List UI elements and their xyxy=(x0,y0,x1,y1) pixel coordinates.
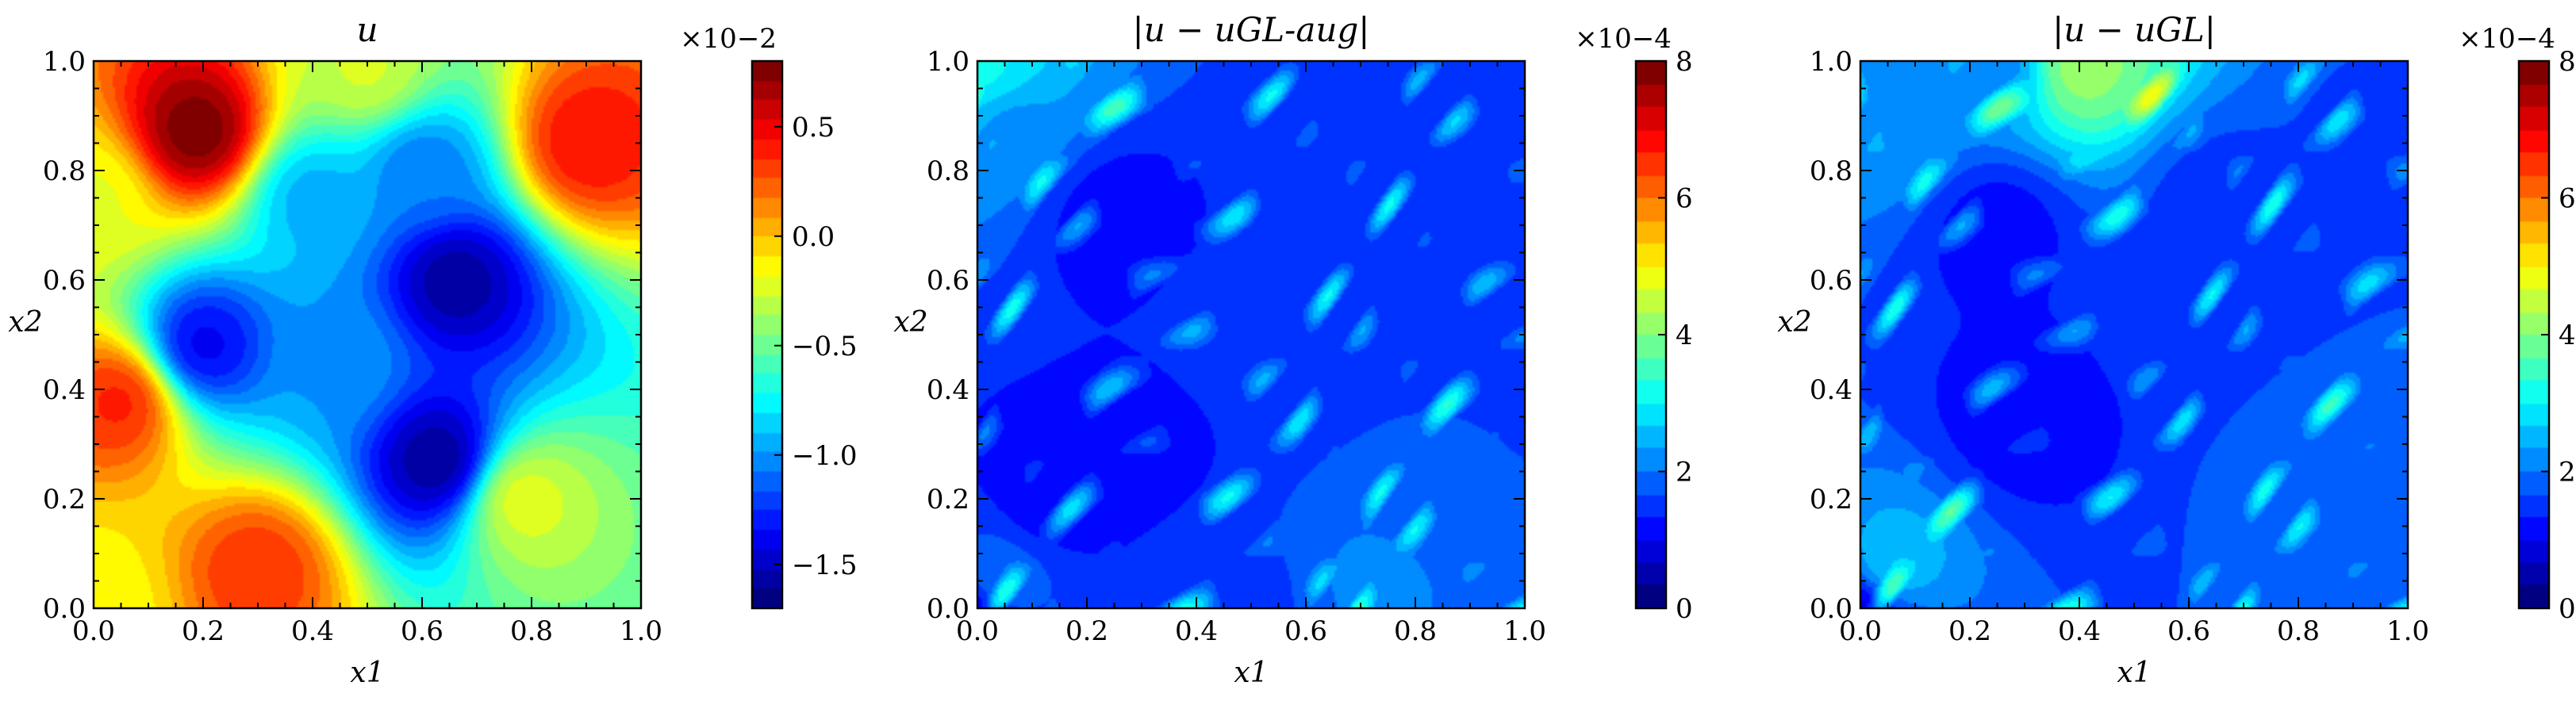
panel-u-colorbar-tick-label: 0.0 xyxy=(792,221,835,253)
panel-u-ytick-label: 1.0 xyxy=(43,46,86,78)
panel-error-gl-aug-colorbar-tick-label: 6 xyxy=(1676,183,1693,215)
panel-error-gl-colorbar-tick-label: 6 xyxy=(2559,183,2576,215)
panel-error-gl-aug-xtick-label: 1.0 xyxy=(1503,615,1546,647)
panel-error-gl-aug-ylabel: x2 xyxy=(893,306,927,339)
panel-u-ytick-label: 0.8 xyxy=(43,155,86,187)
panel-u-heatmap xyxy=(94,61,641,608)
panel-error-gl-xtick-label: 0.4 xyxy=(2058,615,2101,647)
panel-error-gl-aug-xtick-label: 0.0 xyxy=(956,615,999,647)
panel-error-gl-aug-xtick-label: 0.8 xyxy=(1394,615,1437,647)
panel-error-gl-aug-xlabel: x1 xyxy=(1234,657,1268,689)
panel-error-gl-ticks: 0.0 0.2 0.4 0.6 0.8 1.0 0.0 0.2 0.4 0.6 0.8 1.0 xyxy=(1810,46,2429,647)
panel-error-gl-xtick-label: 1.0 xyxy=(2386,615,2429,647)
panel-error-gl-colorbar-tick-label: 8 xyxy=(2559,46,2576,78)
panel-error-gl-aug-ytick-label: 1.0 xyxy=(927,46,969,78)
panel-error-gl-xlabel: x1 xyxy=(2117,657,2151,689)
panel-u-ytick-label: 0.6 xyxy=(43,265,86,297)
panel-error-gl-colorbar-ticks: 0 2 4 6 8 xyxy=(2541,46,2576,625)
panel-error-gl-aug-colorbar-tick-label: 4 xyxy=(1676,320,1693,351)
panel-u-xtick-label: 0.4 xyxy=(291,615,334,647)
panel-u-xtick-label: 1.0 xyxy=(620,615,662,647)
panel-error-gl-title: |u − uGL| xyxy=(2052,10,2216,49)
panel-u-colorbar xyxy=(752,61,782,608)
panel-error-gl-ytick-label: 0.4 xyxy=(1810,374,1852,406)
panel-error-gl-ylabel: x2 xyxy=(1777,306,1811,339)
panel-error-gl-colorbar-tick-label: 0 xyxy=(2559,593,2576,625)
panel-u: u 0.0 0.2 0.4 0.6 0.8 1.0 0.0 0.2 0.4 0.6 0.8 1.0 x… xyxy=(8,10,857,689)
panel-error-gl-xtick-label: 0.2 xyxy=(1948,615,1991,647)
panel-error-gl-ytick-label: 1.0 xyxy=(1810,46,1852,78)
panel-error-gl-ytick-label: 0.8 xyxy=(1810,155,1852,187)
panel-error-gl-aug-colorbar-ticks: 0 2 4 6 8 xyxy=(1658,46,1693,625)
panel-u-ticks: 0.0 0.2 0.4 0.6 0.8 1.0 0.0 0.2 0.4 0.6 0.8 1.0 xyxy=(43,46,662,647)
panel-error-gl-ytick-label: 0.2 xyxy=(1810,484,1852,515)
panel-u-title: u xyxy=(356,10,378,49)
panel-error-gl-colorbar-exponent: ×10−4 xyxy=(2459,23,2555,55)
panel-error-gl-xtick-label: 0.0 xyxy=(1839,615,1882,647)
panel-error-gl-heatmap xyxy=(1860,61,2408,608)
panel-u-xtick-label: 0.8 xyxy=(510,615,553,647)
panel-u-ytick-label: 0.0 xyxy=(43,593,86,625)
panel-error-gl-aug-xtick-label: 0.2 xyxy=(1065,615,1108,647)
panel-error-gl-aug-ytick-label: 0.8 xyxy=(927,155,969,187)
panel-error-gl-aug-xtick-label: 0.6 xyxy=(1284,615,1327,647)
panel-error-gl-aug-ytick-label: 0.4 xyxy=(927,374,969,406)
panel-error-gl-ytick-label: 0.6 xyxy=(1810,265,1852,297)
panel-u-ytick-label: 0.2 xyxy=(43,484,86,515)
panel-error-gl-aug: |u − uGL-aug| 0.0 0.2 0.4 0.6 0.8 1.00.00.20.… xyxy=(893,10,1692,689)
panel-u-colorbar-tick-label: −0.5 xyxy=(792,331,858,362)
panel-error-gl-aug-heatmap xyxy=(977,61,1525,608)
panel-u-colorbar-frame xyxy=(751,59,784,610)
panel-u-xtick-label: 0.2 xyxy=(182,615,225,647)
panel-error-gl-aug-colorbar-tick-label: 0 xyxy=(1676,593,1693,625)
panel-error-gl-colorbar-tick-label: 2 xyxy=(2559,457,2576,489)
panel-error-gl-aug-ytick-label: 0.0 xyxy=(927,593,969,625)
panel-u-colorbar-ticks: −1.5 −1.0 −0.5 0.0 0.5 xyxy=(774,112,858,581)
panel-error-gl-ytick-label: 0.0 xyxy=(1810,593,1852,625)
panel-u-colorbar-tick-label: −1.0 xyxy=(792,440,858,472)
panel-u-ylabel: x2 xyxy=(8,306,42,339)
panel-error-gl-aug-ticks: 0.0 0.2 0.4 0.6 0.8 1.0 0.0 0.2 0.4 0.6 0.8 1.0 xyxy=(927,46,1546,647)
panel-error-gl-aug-colorbar-tick-label: 8 xyxy=(1676,46,1693,78)
panel-u-colorbar-tick-label: −1.5 xyxy=(792,550,858,581)
panel-error-gl-aug-colorbar-tick-label: 2 xyxy=(1676,457,1693,489)
panel-error-gl-aug-colorbar-exponent: ×10−4 xyxy=(1575,23,1672,55)
panel-u-xlabel: x1 xyxy=(350,657,384,689)
panel-error-gl-aug-ytick-label: 0.2 xyxy=(927,484,969,515)
panel-error-gl-aug-ytick-label: 0.6 xyxy=(927,265,969,297)
panel-error-gl-aug-title: |u − uGL-aug| xyxy=(1133,10,1370,49)
panel-error-gl: |u − uGL| 0.0 0.2 0.4 0.6 0.8 1.0 0.0 0.2 0.4 0.6… xyxy=(1777,10,2575,689)
panel-error-gl-aug-xtick-label: 0.4 xyxy=(1175,615,1218,647)
panel-error-gl-colorbar-tick-label: 4 xyxy=(2559,320,2576,351)
panel-u-xtick-label: 0.0 xyxy=(72,615,115,647)
panel-u-ytick-label: 0.4 xyxy=(43,374,86,406)
panel-u-xtick-label: 0.6 xyxy=(401,615,443,647)
panel-error-gl-xtick-label: 0.6 xyxy=(2167,615,2210,647)
panel-u-colorbar-tick-label: 0.5 xyxy=(792,112,835,144)
panel-u-colorbar-exponent: ×10−2 xyxy=(680,23,777,55)
panel-error-gl-xtick-label: 0.8 xyxy=(2277,615,2320,647)
